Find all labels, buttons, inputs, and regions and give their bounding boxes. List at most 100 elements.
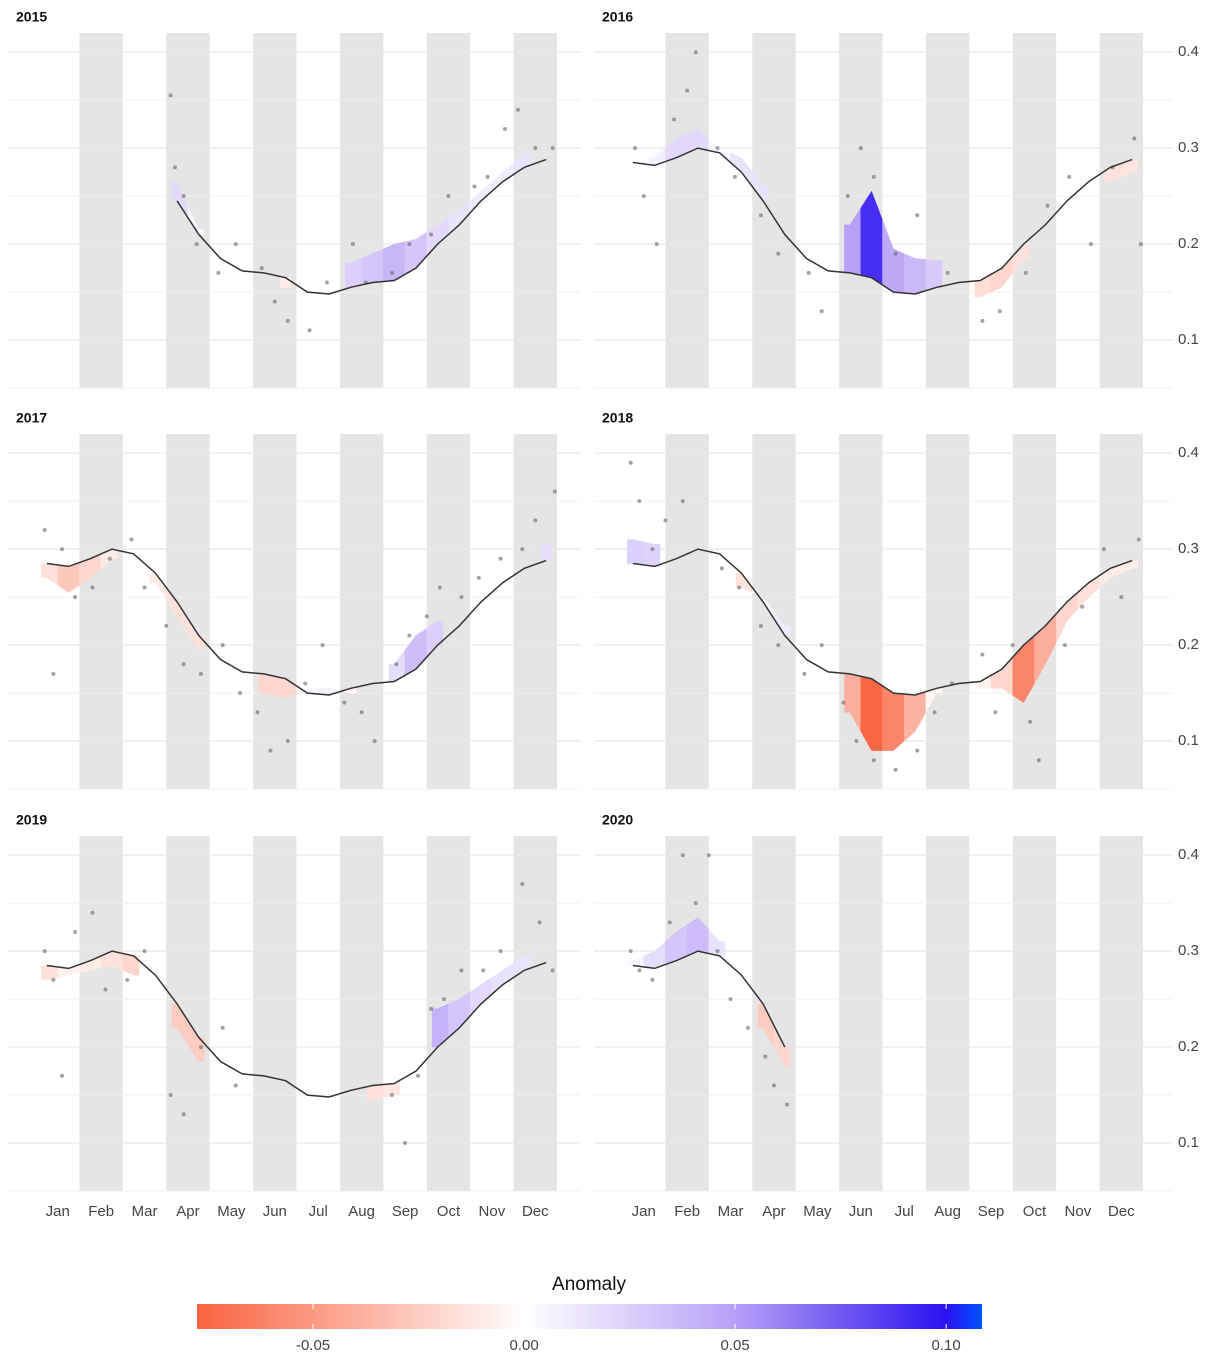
month-band: [513, 434, 557, 789]
observation-point: [233, 242, 238, 247]
observation-point: [125, 977, 130, 982]
observation-point: [259, 266, 264, 271]
y-tick-label: 0.3: [1178, 942, 1199, 959]
x-tick-label: Jun: [849, 1203, 873, 1220]
month-band: [253, 434, 297, 789]
observation-point: [103, 987, 108, 992]
month-band: [1099, 836, 1143, 1191]
month-band: [79, 836, 123, 1191]
x-tick-label: Jul: [309, 1203, 328, 1220]
observation-point: [628, 949, 633, 954]
observation-point: [841, 700, 846, 705]
observation-point: [1138, 242, 1143, 247]
anomaly-ribbon: [258, 673, 276, 696]
observation-point: [129, 537, 134, 542]
observation-point: [1045, 203, 1050, 208]
observation-point: [802, 671, 807, 676]
anomaly-ribbon: [57, 964, 80, 978]
observation-point: [663, 518, 668, 523]
observation-point: [1036, 758, 1041, 763]
observation-point: [350, 242, 355, 247]
observation-point: [472, 184, 477, 189]
x-tick-label: Jan: [46, 1203, 70, 1220]
observation-point: [1132, 136, 1137, 141]
x-tick-label: May: [217, 1203, 246, 1220]
observation-point: [1010, 643, 1015, 648]
observation-point: [520, 547, 525, 552]
y-tick-label: 0.2: [1178, 1038, 1199, 1055]
observation-point: [502, 126, 507, 131]
observation-point: [372, 739, 377, 744]
observation-point: [268, 748, 273, 753]
observation-point: [342, 700, 347, 705]
anomaly-ribbon: [1055, 591, 1079, 643]
observation-point: [90, 585, 95, 590]
observation-point: [1023, 270, 1028, 275]
observation-point: [107, 556, 112, 561]
x-tick-label: Sep: [978, 1203, 1005, 1220]
x-tick-label: Oct: [1023, 1203, 1047, 1220]
observation-point: [637, 499, 642, 504]
month-band: [339, 434, 384, 789]
observation-point: [60, 547, 65, 552]
anomaly-ribbon: [627, 539, 644, 566]
month-band: [426, 434, 471, 789]
observation-point: [73, 595, 78, 600]
anomaly-ribbon: [643, 940, 666, 969]
observation-point: [806, 270, 811, 275]
x-tick-label: Dec: [1108, 1203, 1135, 1220]
observation-point: [429, 1006, 434, 1011]
observation-point: [303, 681, 308, 686]
observation-point: [915, 213, 920, 218]
observation-point: [459, 595, 464, 600]
observation-point: [763, 1054, 768, 1059]
observation-point: [693, 50, 698, 55]
observation-point: [893, 251, 898, 256]
observation-point: [168, 1093, 173, 1098]
observation-point: [181, 194, 186, 199]
colorbar-tick-label: -0.05: [296, 1337, 330, 1354]
observation-point: [142, 949, 147, 954]
x-tick-label: Oct: [437, 1203, 461, 1220]
y-tick-label: 0.1: [1178, 331, 1199, 348]
observation-point: [628, 460, 633, 465]
observation-point: [459, 968, 464, 973]
observation-point: [1028, 719, 1033, 724]
observation-point: [654, 242, 659, 247]
observation-point: [693, 901, 698, 906]
observation-point: [715, 949, 720, 954]
month-band: [1099, 434, 1143, 789]
observation-point: [73, 929, 78, 934]
observation-point: [537, 920, 542, 925]
observation-point: [680, 853, 685, 858]
observation-point: [255, 710, 260, 715]
month-band: [253, 836, 297, 1191]
anomaly-ribbon: [882, 220, 905, 294]
month-band: [665, 836, 709, 1191]
observation-point: [533, 518, 538, 523]
observation-point: [285, 318, 290, 323]
month-band: [253, 33, 297, 388]
observation-point: [238, 691, 243, 696]
observation-point: [233, 1083, 238, 1088]
observation-point: [198, 1045, 203, 1050]
observation-point: [60, 1073, 65, 1078]
observation-point: [1067, 174, 1072, 179]
observation-point: [1119, 595, 1124, 600]
observation-point: [1088, 242, 1093, 247]
observation-point: [650, 547, 655, 552]
observation-point: [198, 671, 203, 676]
month-band: [339, 836, 384, 1191]
x-tick-label: Feb: [88, 1203, 114, 1220]
month-band: [339, 33, 384, 388]
observation-point: [871, 758, 876, 763]
climatology-line: [632, 147, 1133, 295]
x-tick-label: Nov: [479, 1203, 506, 1220]
panel-title: 2016: [602, 9, 633, 25]
month-band: [513, 33, 557, 388]
month-band: [1012, 434, 1057, 789]
observation-point: [637, 968, 642, 973]
anomaly-ribbon: [1077, 575, 1100, 610]
observation-point: [715, 146, 720, 151]
